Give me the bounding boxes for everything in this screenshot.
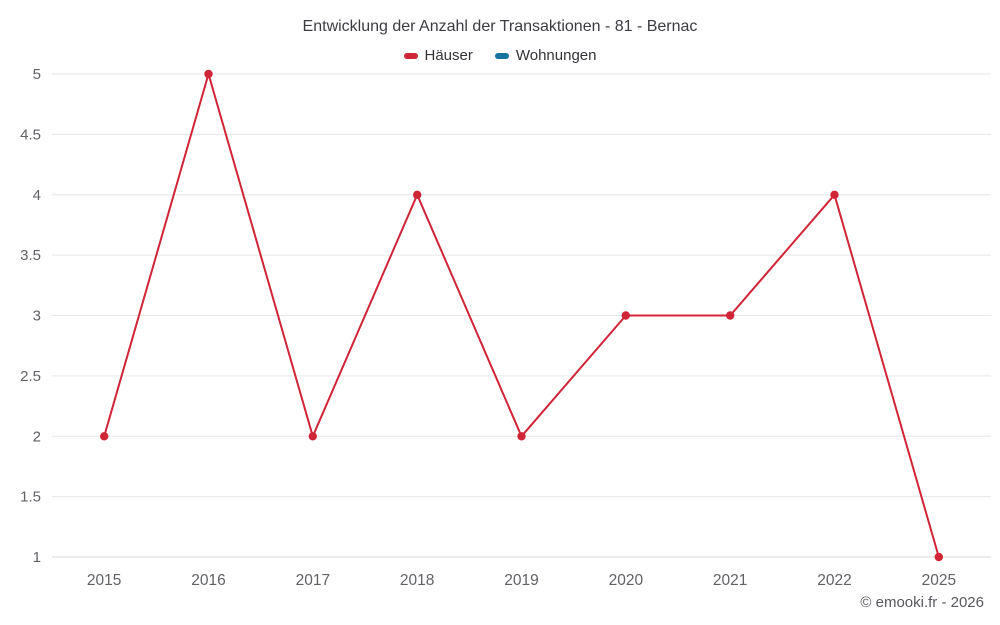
y-axis-tick-label: 2.5: [20, 368, 41, 385]
y-axis-tick-label: 4.5: [20, 126, 41, 143]
data-point-marker[interactable]: [726, 311, 735, 320]
x-axis-tick-label: 2019: [504, 572, 538, 589]
x-axis-tick-label: 2017: [296, 572, 330, 589]
x-axis-tick-label: 2025: [922, 572, 956, 589]
y-axis-tick-label: 3: [33, 308, 41, 325]
chart-title: Entwicklung der Anzahl der Transaktionen…: [302, 18, 698, 35]
data-point-marker[interactable]: [830, 190, 839, 199]
data-point-marker[interactable]: [934, 552, 943, 562]
legend-label-wohnungen: Wohnungen: [515, 47, 597, 64]
data-point-marker[interactable]: [308, 432, 317, 441]
x-axis-tick-label: 2020: [609, 572, 644, 589]
x-axis-tick-label: 2018: [400, 572, 434, 589]
copyright-credit[interactable]: © emooki.fr - 2026: [860, 594, 984, 611]
x-axis-tick-label: 2015: [87, 572, 121, 589]
x-axis-tick-label: 2022: [817, 572, 851, 589]
y-axis-tick-label: 3.5: [20, 247, 41, 264]
legend-item-wohnungen[interactable]: Wohnungen: [494, 47, 597, 64]
legend: Häuser Wohnungen: [0, 47, 1000, 64]
x-axis-tick-label: 2016: [191, 572, 225, 589]
legend-marker-wohnungen: [494, 52, 509, 59]
x-axis-tick-label: 2021: [713, 572, 747, 589]
y-axis-tick-label: 1.5: [20, 489, 41, 506]
data-point-marker[interactable]: [621, 311, 630, 320]
y-axis-tick-label: 5: [33, 66, 41, 83]
data-point-marker[interactable]: [517, 432, 526, 441]
y-axis-tick-label: 2: [33, 428, 41, 445]
y-axis-tick-label: 1: [33, 549, 41, 566]
legend-item-haeuser[interactable]: Häuser: [403, 47, 473, 64]
legend-marker-haeuser: [403, 52, 418, 59]
data-point-marker[interactable]: [100, 432, 109, 441]
legend-label-haeuser: Häuser: [424, 47, 473, 64]
data-point-marker[interactable]: [204, 69, 213, 79]
y-axis-tick-label: 4: [33, 187, 41, 204]
data-point-marker[interactable]: [413, 190, 422, 199]
